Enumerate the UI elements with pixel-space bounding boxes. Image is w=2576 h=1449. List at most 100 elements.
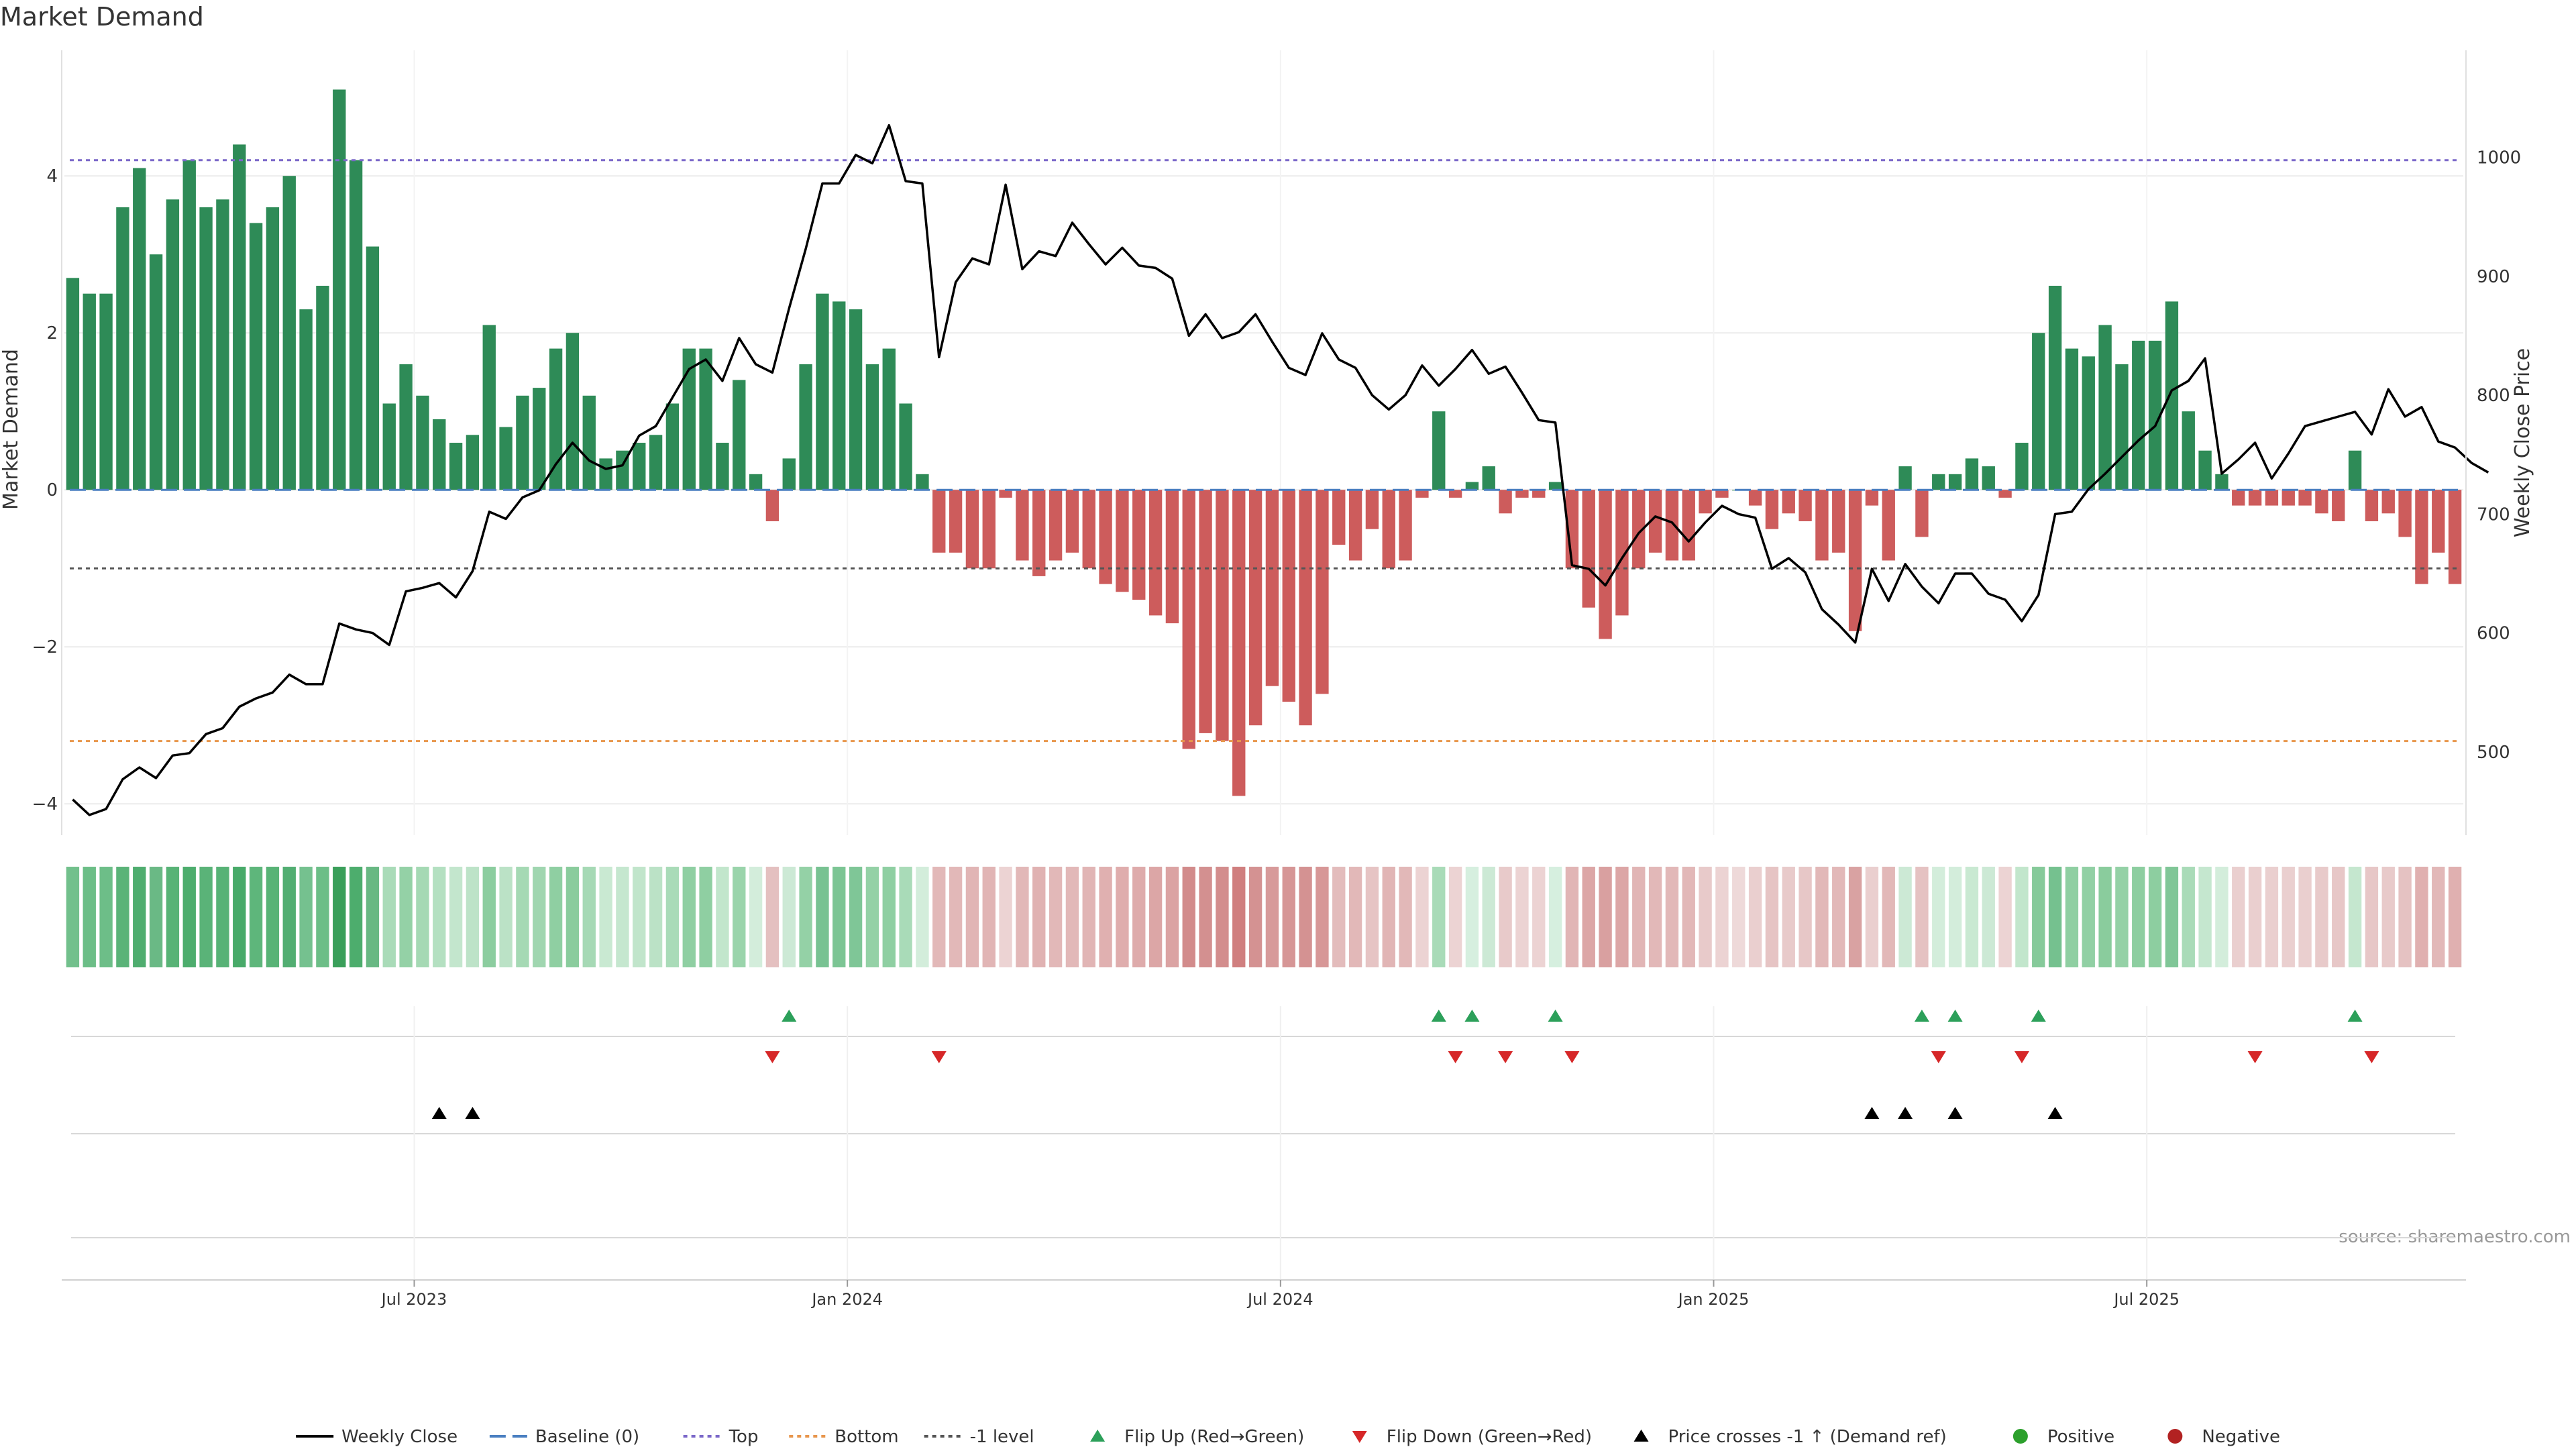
- demand-bar: [1898, 466, 1912, 490]
- x-tick-label: Jul 2024: [1246, 1290, 1313, 1309]
- legend-label: Negative: [2202, 1427, 2280, 1447]
- demand-bar: [166, 199, 180, 490]
- demand-bar: [1848, 490, 1862, 631]
- flip-down-marker: [1931, 1051, 1946, 1063]
- heat-cell: [1065, 867, 1079, 967]
- demand-bar: [699, 348, 712, 490]
- heat-cell: [233, 867, 246, 967]
- heat-cell: [166, 867, 180, 967]
- demand-bar: [1232, 490, 1246, 796]
- demand-bar: [1282, 490, 1295, 702]
- demand-bar: [1099, 490, 1112, 584]
- heat-cell: [782, 867, 796, 967]
- legend-symbol: [2167, 1429, 2183, 1444]
- heat-cell: [1732, 867, 1746, 967]
- heat-cell: [765, 867, 780, 967]
- heat-cell: [66, 867, 80, 967]
- heat-cell: [382, 867, 396, 967]
- demand-bar: [116, 207, 129, 490]
- legend-label: Positive: [2047, 1427, 2114, 1447]
- demand-bar: [233, 144, 246, 490]
- demand-bar: [1482, 466, 1495, 490]
- heat-cell: [799, 867, 812, 967]
- demand-bar: [1715, 490, 1729, 498]
- heat-cell: [2048, 867, 2062, 967]
- heat-cell: [749, 867, 763, 967]
- heat-cell: [833, 867, 846, 967]
- demand-bar: [1582, 490, 1595, 608]
- demand-bar: [2098, 325, 2112, 490]
- heat-cell: [366, 867, 380, 967]
- demand-bar: [1632, 490, 1646, 569]
- demand-bar: [2381, 490, 2395, 514]
- demand-bar: [1615, 490, 1629, 616]
- heat-cell: [649, 867, 663, 967]
- heat-cell: [865, 867, 879, 967]
- demand-bar: [849, 309, 863, 490]
- demand-bar: [1382, 490, 1395, 569]
- demand-bar: [1515, 490, 1529, 498]
- heat-cell: [1465, 867, 1479, 967]
- heat-cell: [1199, 867, 1212, 967]
- heat-cell: [1982, 867, 1995, 967]
- demand-bar: [582, 395, 596, 490]
- heat-cell: [533, 867, 546, 967]
- y-tick-label: 0: [46, 480, 58, 500]
- demand-bar: [2115, 364, 2129, 490]
- heat-cell: [416, 867, 429, 967]
- y2-tick-label: 1000: [2477, 148, 2521, 168]
- heat-cell: [2115, 867, 2129, 967]
- demand-bar: [682, 348, 696, 490]
- demand-bar: [1448, 490, 1462, 498]
- heat-cell: [299, 867, 313, 967]
- heat-cell: [816, 867, 829, 967]
- flip-up-marker: [1431, 1010, 1446, 1022]
- demand-bar: [133, 168, 146, 490]
- y2-tick-label: 700: [2477, 504, 2510, 525]
- legend-item: Baseline (0): [489, 1427, 639, 1447]
- demand-bar: [1148, 490, 1163, 616]
- heat-cell: [2148, 867, 2162, 967]
- demand-bar: [2248, 490, 2262, 506]
- heat-cell: [616, 867, 629, 967]
- flip-up-marker: [1464, 1010, 1480, 1022]
- demand-bar: [2232, 490, 2245, 506]
- heat-cell: [199, 867, 213, 967]
- demand-bar: [633, 443, 646, 490]
- heat-cell: [965, 867, 979, 967]
- heat-cell: [949, 867, 963, 967]
- demand-bar: [266, 207, 280, 490]
- weekly-close-series: [72, 123, 2489, 816]
- heat-cell: [1299, 867, 1312, 967]
- heat-cell: [466, 867, 480, 967]
- demand-bar: [566, 333, 580, 490]
- demand-bar: [182, 160, 196, 490]
- demand-bar: [349, 160, 363, 490]
- demand-bar: [1065, 490, 1079, 553]
- heat-cell: [1565, 867, 1579, 967]
- heat-cell: [1099, 867, 1112, 967]
- heat-cell: [399, 867, 413, 967]
- demand-bar: [1299, 490, 1312, 726]
- demand-bar: [2432, 490, 2445, 553]
- heat-cell: [2082, 867, 2095, 967]
- flip-up-marker: [1947, 1010, 1963, 1022]
- legend-label: Price crosses -1 ↑ (Demand ref): [1668, 1427, 1947, 1447]
- heat-cell: [266, 867, 280, 967]
- demand-bar: [765, 490, 780, 521]
- heat-cell: [1682, 867, 1695, 967]
- y2-axis-label: Weekly Close Price: [2511, 348, 2534, 537]
- flip-down-marker: [2364, 1051, 2379, 1063]
- demand-bar: [449, 443, 463, 490]
- demand-bar: [2148, 340, 2162, 490]
- heat-cell: [1998, 867, 2012, 967]
- demand-bar: [733, 380, 746, 490]
- demand-bar: [399, 364, 413, 490]
- heat-cell: [2132, 867, 2145, 967]
- heat-cell: [1782, 867, 1795, 967]
- flip-up-marker: [1548, 1010, 1563, 1022]
- demand-bar: [1199, 490, 1212, 733]
- heat-cell: [549, 867, 563, 967]
- demand-bar: [2198, 450, 2212, 490]
- heat-cell: [499, 867, 513, 967]
